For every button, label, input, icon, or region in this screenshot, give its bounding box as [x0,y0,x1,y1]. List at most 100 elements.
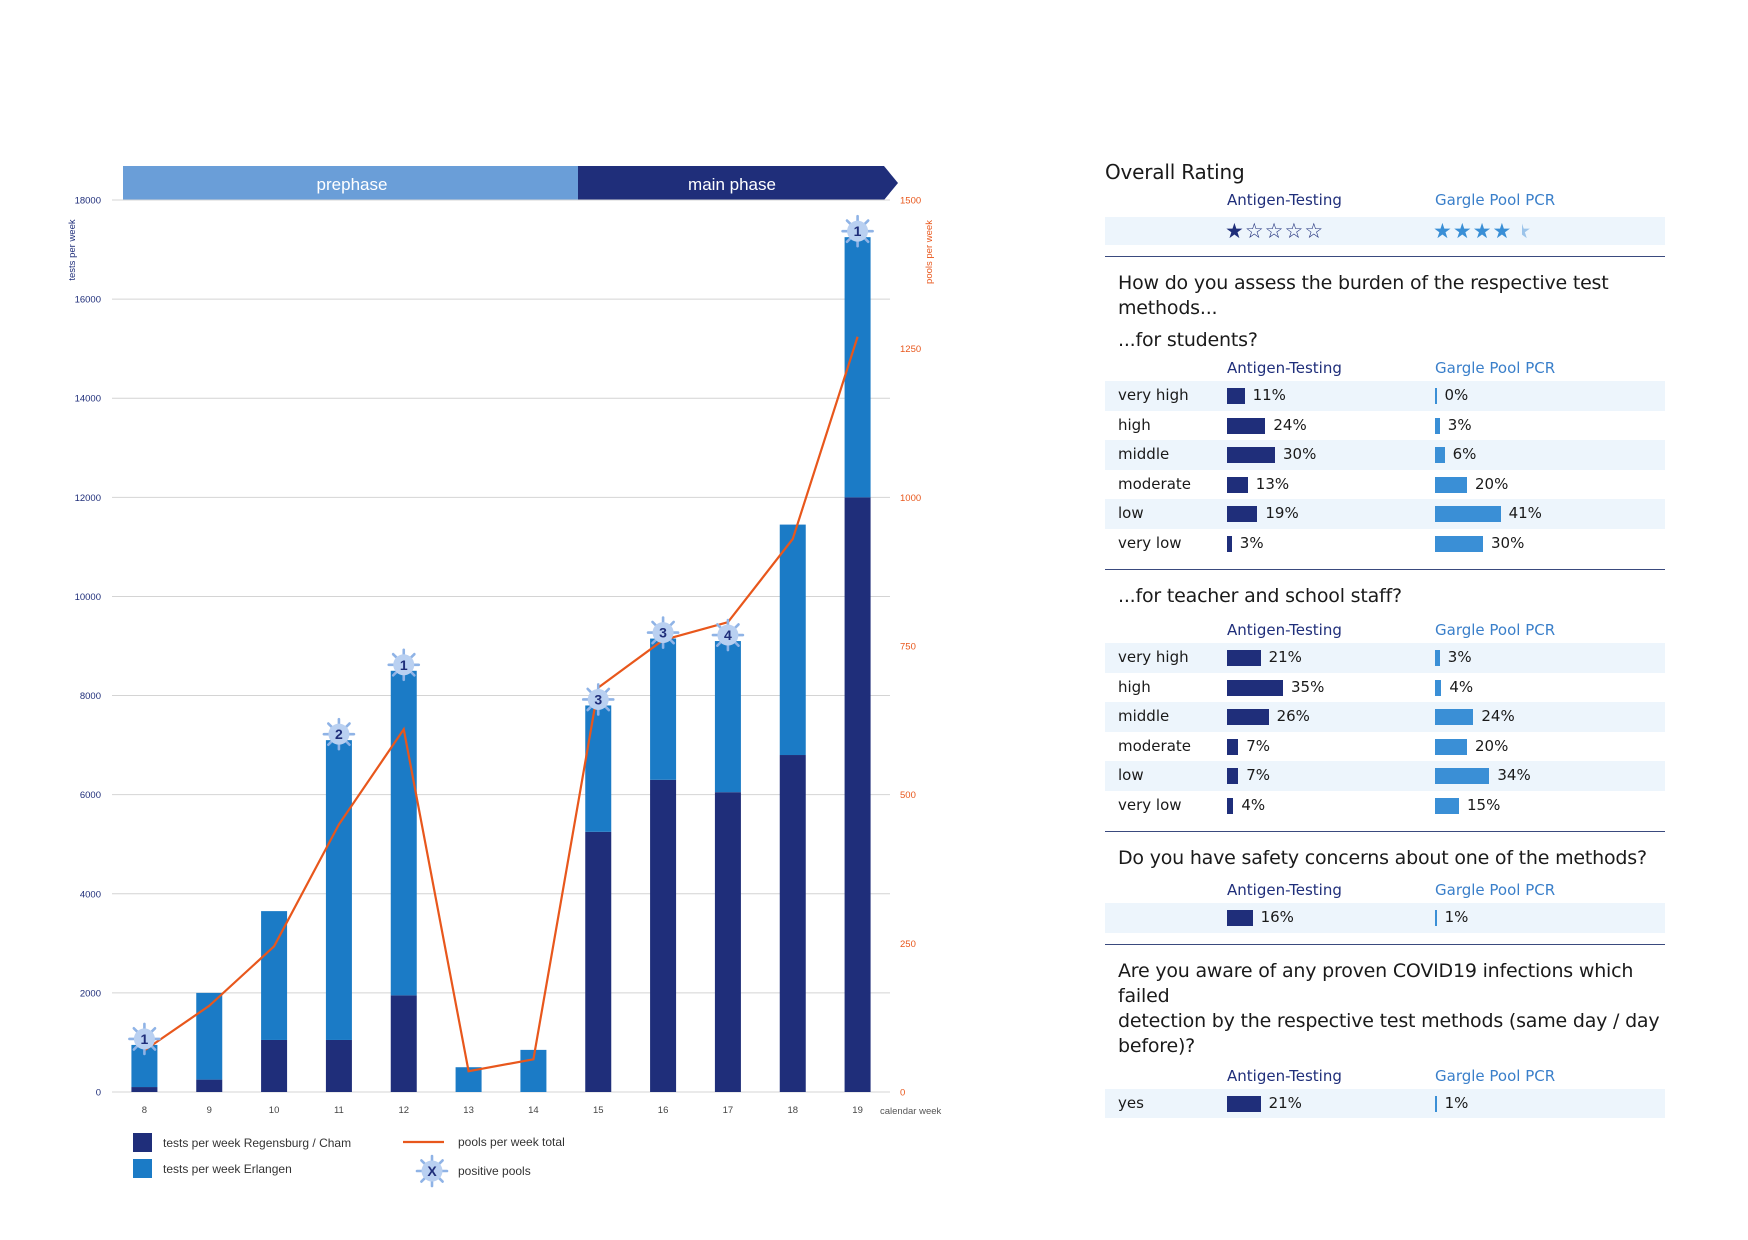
gargle-header: Gargle Pool PCR [1435,359,1556,377]
gargle-bar [1435,388,1437,404]
divider [1105,256,1665,257]
bar-regensburg-cham [714,792,741,1092]
bar-erlangen [585,705,612,832]
gargle-percent: 0% [1444,386,1469,404]
virus-body [328,723,350,745]
virus-spike [716,623,723,630]
virus-spike [604,687,611,694]
bar-regensburg-cham [390,995,417,1092]
gargle-header: Gargle Pool PCR [1435,1066,1556,1085]
x-tick-label: 14 [528,1105,539,1116]
star-icon: ☆ [1244,219,1265,243]
q2-rows: very high 21% 3% high 35% 4% middle 26% 24% moder… [1105,643,1665,820]
virus-spike [668,620,675,627]
virus-spike [437,1159,444,1166]
gargle-bar [1435,506,1501,522]
divider [1105,569,1665,570]
virus-spike [327,722,334,729]
antigen-percent: 7% [1246,736,1270,755]
y-left-axis-title: tests per week [67,219,78,280]
virus-spike [327,739,334,747]
x-tick-label: 12 [398,1105,409,1116]
positive-pool-marker: 3 [581,683,615,716]
virus-spike [845,236,852,244]
gargle-percent: 1% [1444,908,1469,926]
response-row: middle 30% 6% [1105,440,1665,470]
bar-regensburg-cham [650,779,677,1092]
virus-spike [651,620,658,627]
antigen-bar [1227,506,1258,522]
legend-label-erlangen: tests per week Erlangen [163,1162,292,1176]
virus-spike [845,219,852,226]
response-row: moderate 13% 20% [1105,470,1665,500]
x-tick-label: 8 [142,1105,147,1116]
response-label: low [1118,504,1144,522]
virus-spike [344,722,351,729]
positive-pool-count: 1 [854,223,862,239]
gargle-bar [1435,768,1490,784]
gargle-percent: 4% [1449,677,1474,696]
legend-swatch-erlangen [133,1159,152,1178]
bar-regensburg-cham [325,1039,352,1092]
response-label: very low [1118,533,1182,552]
gargle-header: Gargle Pool PCR [1435,621,1556,639]
virus-spike [863,236,870,244]
positive-pool-marker: 2 [322,717,356,751]
virus-body [421,1160,443,1182]
virus-spike [716,640,723,647]
positive-pool-count: 2 [335,726,343,742]
response-label: very high [1118,386,1189,404]
virus-spike [409,670,416,677]
antigen-bar [1227,797,1234,814]
gargle-bar [1435,650,1440,666]
y-left-tick-label: 0 [96,1088,101,1099]
x-tick-label: 13 [463,1105,474,1116]
bar-erlangen [650,638,677,780]
x-tick-label: 15 [593,1105,604,1116]
y-right-axis-title: pools per week [924,220,935,284]
x-tick-label: 9 [207,1105,212,1116]
response-label: high [1118,677,1151,696]
virus-spike [733,623,740,630]
response-label: high [1118,415,1151,434]
response-row: very high 11% 0% [1105,381,1665,411]
y-left-tick-label: 14000 [75,394,101,405]
response-row: moderate 7% 20% [1105,732,1665,762]
y-right-tick-label: 1000 [900,493,921,504]
virus-spike [420,1176,427,1183]
virus-body [652,622,674,644]
gargle-percent: 30% [1491,533,1525,552]
y-left-tick-label: 16000 [75,295,101,306]
virus-body [717,624,739,646]
x-tick-label: 10 [269,1105,280,1116]
star-icon: ★ [1472,219,1493,243]
q1-title-line2: ...for students? [1118,329,1258,351]
q3-title: Do you have safety concerns about one of… [1118,847,1647,869]
antigen-bar [1227,738,1239,755]
gargle-percent: 3% [1447,415,1472,434]
antigen-bar [1227,709,1269,725]
survey-panel: Overall Rating Antigen-Testing Gargle Po… [1105,160,1665,1118]
bar-erlangen [196,992,223,1080]
antigen-bar [1227,910,1253,926]
legend-label-regensburg: tests per week Regensburg / Cham [163,1136,351,1150]
star-icon: ☆ [1284,219,1305,243]
y-left-tick-label: 6000 [80,790,101,801]
antigen-percent: 24% [1273,415,1307,434]
antigen-bar [1227,417,1266,434]
y-left-tick-label: 8000 [80,691,101,702]
antigen-bar [1227,1095,1261,1112]
gargle-star-rating: ★★★★★ [1433,220,1532,242]
star-icon: ☆ [1304,219,1325,243]
positive-pool-marker: 4 [711,618,745,652]
bar-regensburg-cham [585,831,612,1092]
response-label: very low [1118,795,1182,814]
bar-erlangen [714,641,741,793]
response-label: middle [1118,445,1170,463]
y-right-tick-label: 500 [900,790,916,801]
y-right-tick-label: 750 [900,642,916,653]
antigen-percent: 11% [1252,386,1286,404]
star-icon: ★ [1225,219,1245,243]
q2-title: ...for teacher and school staff? [1118,585,1402,607]
virus-body [847,220,869,242]
